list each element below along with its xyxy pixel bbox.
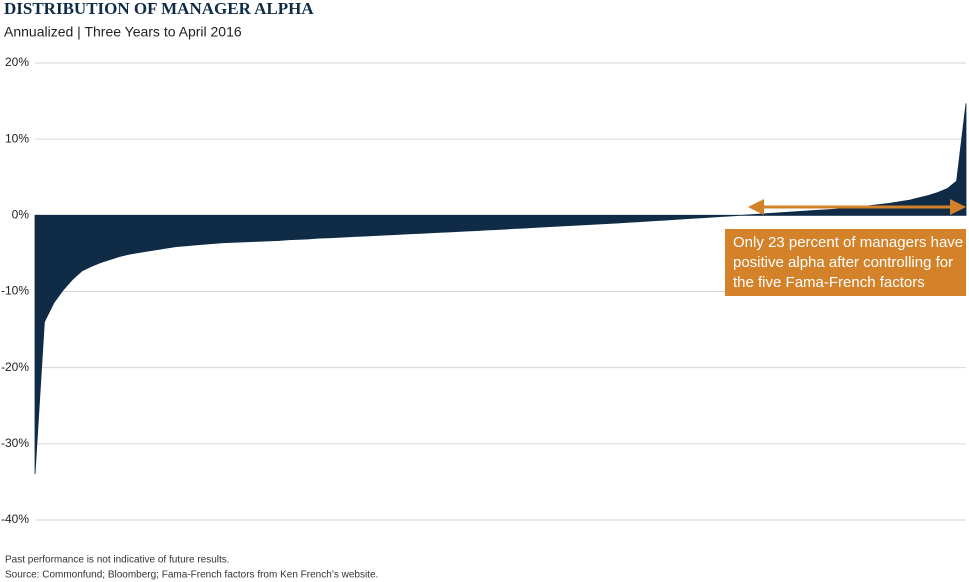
footnote: Source: Commonfund; Bloomberg; Fama-Fren… bbox=[5, 570, 378, 581]
annotation-box bbox=[725, 229, 966, 296]
arrow-head bbox=[748, 199, 764, 215]
chart-title: DISTRIBUTION OF MANAGER ALPHA bbox=[4, 0, 314, 18]
y-tick-label: 20% bbox=[5, 55, 29, 69]
arrow-head bbox=[950, 199, 966, 215]
alpha-area bbox=[34, 103, 967, 475]
footnote: Past performance is not indicative of fu… bbox=[5, 555, 230, 566]
y-tick-label: -30% bbox=[1, 436, 29, 450]
chart-subtitle: Annualized | Three Years to April 2016 bbox=[4, 24, 242, 40]
y-tick-label: 0% bbox=[12, 208, 30, 222]
y-tick-label: 10% bbox=[5, 131, 29, 145]
annotation-text: Only 23 percent of managers have bbox=[733, 234, 963, 251]
annotation-text: positive alpha after controlling for bbox=[733, 254, 953, 271]
annotation-text: the five Fama-French factors bbox=[733, 274, 925, 291]
y-tick-label: -10% bbox=[1, 284, 29, 298]
y-tick-label: -40% bbox=[1, 512, 29, 526]
y-tick-label: -20% bbox=[1, 360, 29, 374]
